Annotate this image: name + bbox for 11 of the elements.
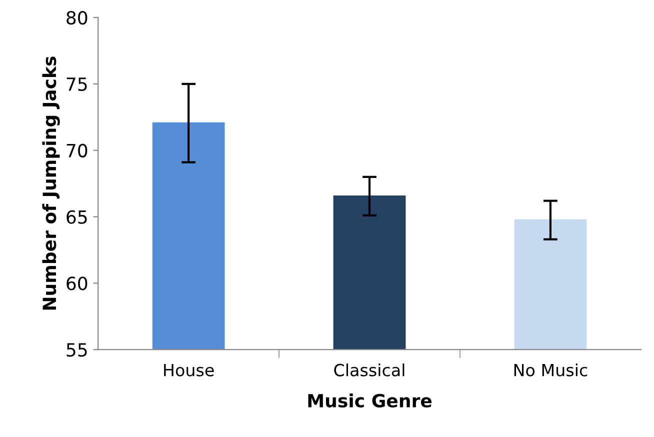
y-tick-label: 60 <box>66 276 88 290</box>
x-tick-label: Classical <box>334 363 404 376</box>
x-axis-title: Music Genre <box>308 394 432 408</box>
y-tick-label: 55 <box>66 343 87 357</box>
x-tick-label: House <box>164 364 214 376</box>
x-tick-label: No Music <box>514 363 588 376</box>
y-tick-label: 65 <box>66 210 87 224</box>
y-tick-label: 75 <box>66 78 87 92</box>
y-tick-label: 80 <box>66 10 88 25</box>
y-axis-title: Number of Jumping Jacks <box>42 56 60 310</box>
y-tick-label: 70 <box>66 144 88 158</box>
